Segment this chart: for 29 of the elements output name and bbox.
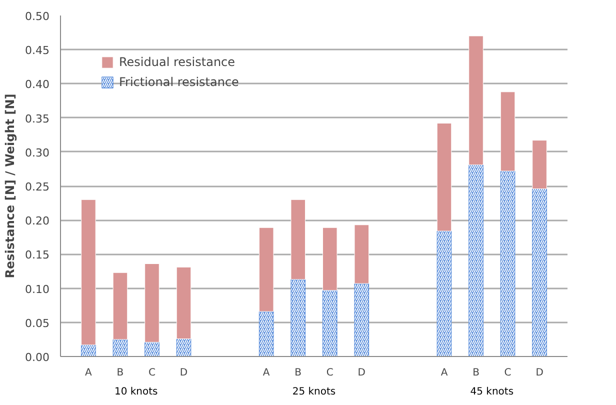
y-tick-label: 0.25 xyxy=(25,180,50,194)
x-tick-label: C xyxy=(326,368,334,378)
y-tick-label: 0.35 xyxy=(25,112,50,126)
y-tick-label: 0.15 xyxy=(25,248,50,262)
x-tick-label: A xyxy=(262,368,270,378)
text: 45 knots xyxy=(470,386,514,398)
y-tick-label: 0.30 xyxy=(25,146,50,160)
y-tick-label: 0.10 xyxy=(25,282,50,296)
y-tick-label: 0.45 xyxy=(25,44,50,58)
legend-label: Frictional resistance xyxy=(119,75,239,89)
y-tick-label: 0.50 xyxy=(25,10,50,23)
text: 10 knots xyxy=(114,386,158,398)
y-tick-label: 0.20 xyxy=(25,214,50,228)
x-tick-label: A xyxy=(440,368,448,378)
x-tick-label: C xyxy=(148,368,156,378)
x-tick-label: B xyxy=(472,368,480,378)
legend-label: Residual resistance xyxy=(119,55,236,69)
x-tick-label: C xyxy=(504,368,512,378)
x-tick-label: B xyxy=(294,368,302,378)
y-tick-label: 0.05 xyxy=(25,316,50,330)
x-tick-label: D xyxy=(180,368,188,378)
x-tick-label: D xyxy=(358,368,366,378)
x-tick-label: A xyxy=(85,368,92,378)
x-tick-label: B xyxy=(116,368,124,378)
x-tick-label: D xyxy=(536,368,544,378)
y-axis-title: Resistance [N] / Weight [N] xyxy=(3,94,18,278)
text: 25 knots xyxy=(292,386,336,398)
y-tick-label: 0.40 xyxy=(25,78,50,92)
y-tick-label: 0.00 xyxy=(25,351,50,364)
